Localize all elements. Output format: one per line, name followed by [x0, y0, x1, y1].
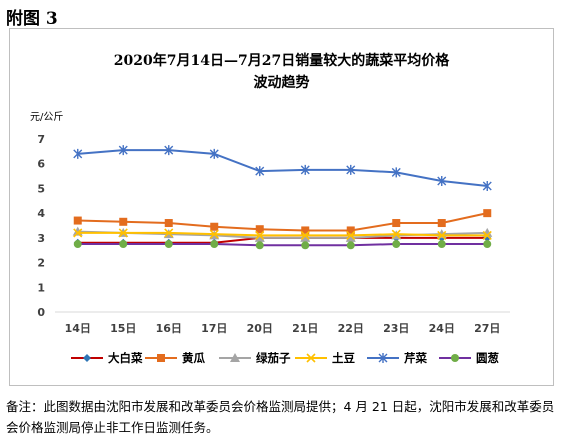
legend-swatch: [71, 354, 103, 362]
legend-marker: [83, 354, 91, 362]
legend-item: 大白菜: [70, 350, 143, 366]
data-point: [483, 240, 492, 249]
data-point: [346, 164, 356, 175]
data-point: [392, 240, 401, 249]
data-point: [209, 148, 219, 159]
data-point: [437, 230, 447, 240]
data-point: [73, 148, 83, 159]
legend-swatch: [439, 354, 471, 362]
x-tick-label: 16日: [156, 322, 182, 335]
data-point: [437, 240, 446, 249]
data-point: [119, 240, 128, 249]
data-point: [482, 230, 492, 240]
x-tick-label: 27日: [474, 322, 500, 335]
y-tick-label: 3: [37, 232, 45, 245]
y-tick-label: 6: [37, 158, 45, 171]
data-point: [164, 240, 173, 249]
y-tick-label: 4: [37, 207, 45, 220]
legend-item: 绿茄子: [218, 350, 291, 366]
legend-label: 绿茄子: [256, 351, 291, 365]
data-point: [209, 229, 219, 239]
y-tick-label: 7: [37, 133, 45, 146]
legend-item: 土豆: [294, 350, 355, 366]
data-point: [255, 230, 265, 240]
x-tick-label: 20日: [247, 322, 273, 335]
data-point: [255, 225, 264, 234]
data-point: [346, 226, 355, 235]
data-point: [300, 230, 310, 240]
y-axis-unit-label: 元/公斤: [30, 112, 64, 123]
data-point: [118, 228, 128, 238]
legend-item: 芹菜: [366, 350, 427, 366]
data-point: [73, 216, 82, 225]
chart-frame: [9, 28, 554, 386]
series-line: [77, 212, 488, 232]
data-point: [300, 164, 310, 175]
data-point: [345, 232, 356, 242]
data-point: [73, 240, 82, 249]
legend-label: 芹菜: [404, 351, 427, 365]
data-point: [164, 145, 174, 156]
data-point: [391, 167, 401, 178]
legend-item: 黄瓜: [144, 350, 205, 366]
legend-marker: [451, 354, 459, 362]
x-tick-label: 15日: [110, 322, 136, 335]
legend-label: 土豆: [332, 351, 355, 365]
series-line: [77, 149, 488, 187]
figure-heading: 附图 3: [6, 9, 58, 29]
legend-item: 圆葱: [438, 350, 499, 366]
legend-label: 大白菜: [108, 351, 143, 365]
series-line: [77, 231, 488, 237]
y-tick-label: 1: [37, 281, 45, 294]
data-point: [300, 232, 311, 242]
data-point: [119, 217, 128, 226]
legend-marker: [306, 353, 316, 363]
data-point: [482, 180, 492, 191]
data-point: [391, 229, 401, 239]
legend-marker: [230, 353, 240, 362]
data-point: [118, 145, 128, 156]
data-point: [164, 219, 173, 228]
data-point: [346, 241, 355, 250]
series-line: [77, 243, 488, 247]
legend-label: 圆葱: [476, 351, 499, 365]
data-point: [164, 228, 174, 238]
footnote: 备注：此图数据由沈阳市发展和改革委员会价格监测局提供；4 月 21 日起，沈阳市…: [6, 399, 555, 435]
legend-swatch: [145, 354, 177, 362]
data-point: [255, 241, 264, 250]
legend-marker: [157, 354, 165, 362]
data-point: [437, 176, 447, 187]
data-point: [255, 166, 265, 177]
x-tick-label: 14日: [65, 322, 91, 335]
x-tick-label: 21日: [292, 322, 318, 335]
legend-marker: [378, 353, 388, 363]
legend-swatch: [219, 353, 251, 362]
data-point: [210, 240, 219, 249]
x-tick-label: 24日: [429, 322, 455, 335]
legend-label: 黄瓜: [182, 351, 205, 365]
legend-swatch: [367, 353, 399, 363]
data-point: [437, 219, 446, 228]
data-point: [254, 232, 265, 242]
data-point: [301, 241, 310, 250]
data-point: [210, 222, 219, 231]
x-tick-label: 17日: [201, 322, 227, 335]
y-tick-label: 0: [37, 306, 45, 319]
x-tick-label: 22日: [338, 322, 364, 335]
chart-legend: 大白菜 黄瓜 绿茄子 土豆 芹菜 圆葱: [70, 350, 510, 366]
chart-title: 2020年7月14日—7月27日销量较大的蔬菜平均价格: [113, 53, 450, 69]
y-tick-label: 5: [37, 182, 45, 195]
x-tick-label: 23日: [383, 322, 409, 335]
data-point: [483, 209, 492, 218]
data-point: [346, 230, 356, 240]
data-point: [301, 226, 310, 235]
data-point: [392, 219, 401, 228]
chart-subtitle: 波动趋势: [253, 75, 310, 91]
y-tick-label: 2: [37, 257, 45, 270]
legend-swatch: [295, 353, 327, 363]
data-point: [73, 228, 83, 238]
